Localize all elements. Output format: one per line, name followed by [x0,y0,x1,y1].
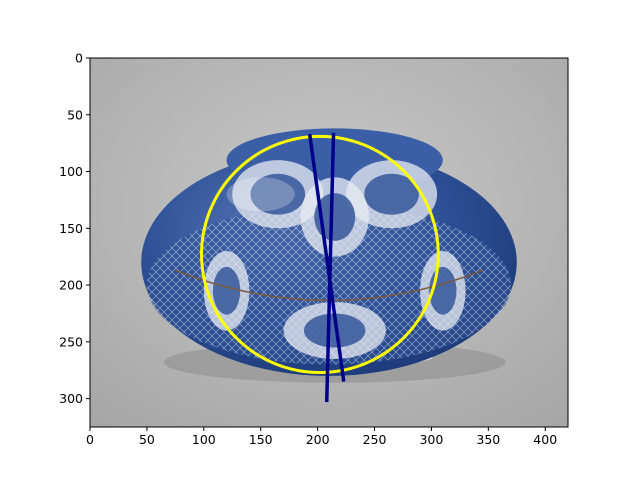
y-tick-label: 100 [59,164,83,179]
x-tick-label: 0 [86,432,94,447]
x-tick-label: 100 [192,432,216,447]
blue-line-1 [307,133,346,382]
y-tick-label: 250 [59,334,83,349]
x-tick-label: 50 [139,432,155,447]
y-tick-label: 50 [67,107,83,122]
y-tick-label: 300 [59,391,83,406]
x-tick-label: 200 [306,432,330,447]
x-tick-label: 350 [476,432,500,447]
x-tick-label: 400 [533,432,557,447]
blue-line-2 [324,132,336,403]
x-tick-label: 150 [249,432,273,447]
glaze-highlight [226,177,295,212]
panel-motif [303,313,366,348]
y-axis: 0 50 100 150 200 250 300 [59,51,90,406]
panel-motif [364,173,419,215]
overlay-layer [200,132,440,403]
y-tick-label: 200 [59,278,83,293]
panel-motif [212,266,241,315]
yellow-circle [200,134,440,375]
x-axis: 0 50 100 150 200 250 300 350 400 [86,427,557,447]
y-tick-label: 0 [75,51,83,66]
plot-frame [89,57,569,428]
y-tick-label: 150 [59,221,83,236]
x-tick-label: 250 [363,432,387,447]
x-tick-label: 300 [419,432,443,447]
panel-motif [250,173,306,215]
